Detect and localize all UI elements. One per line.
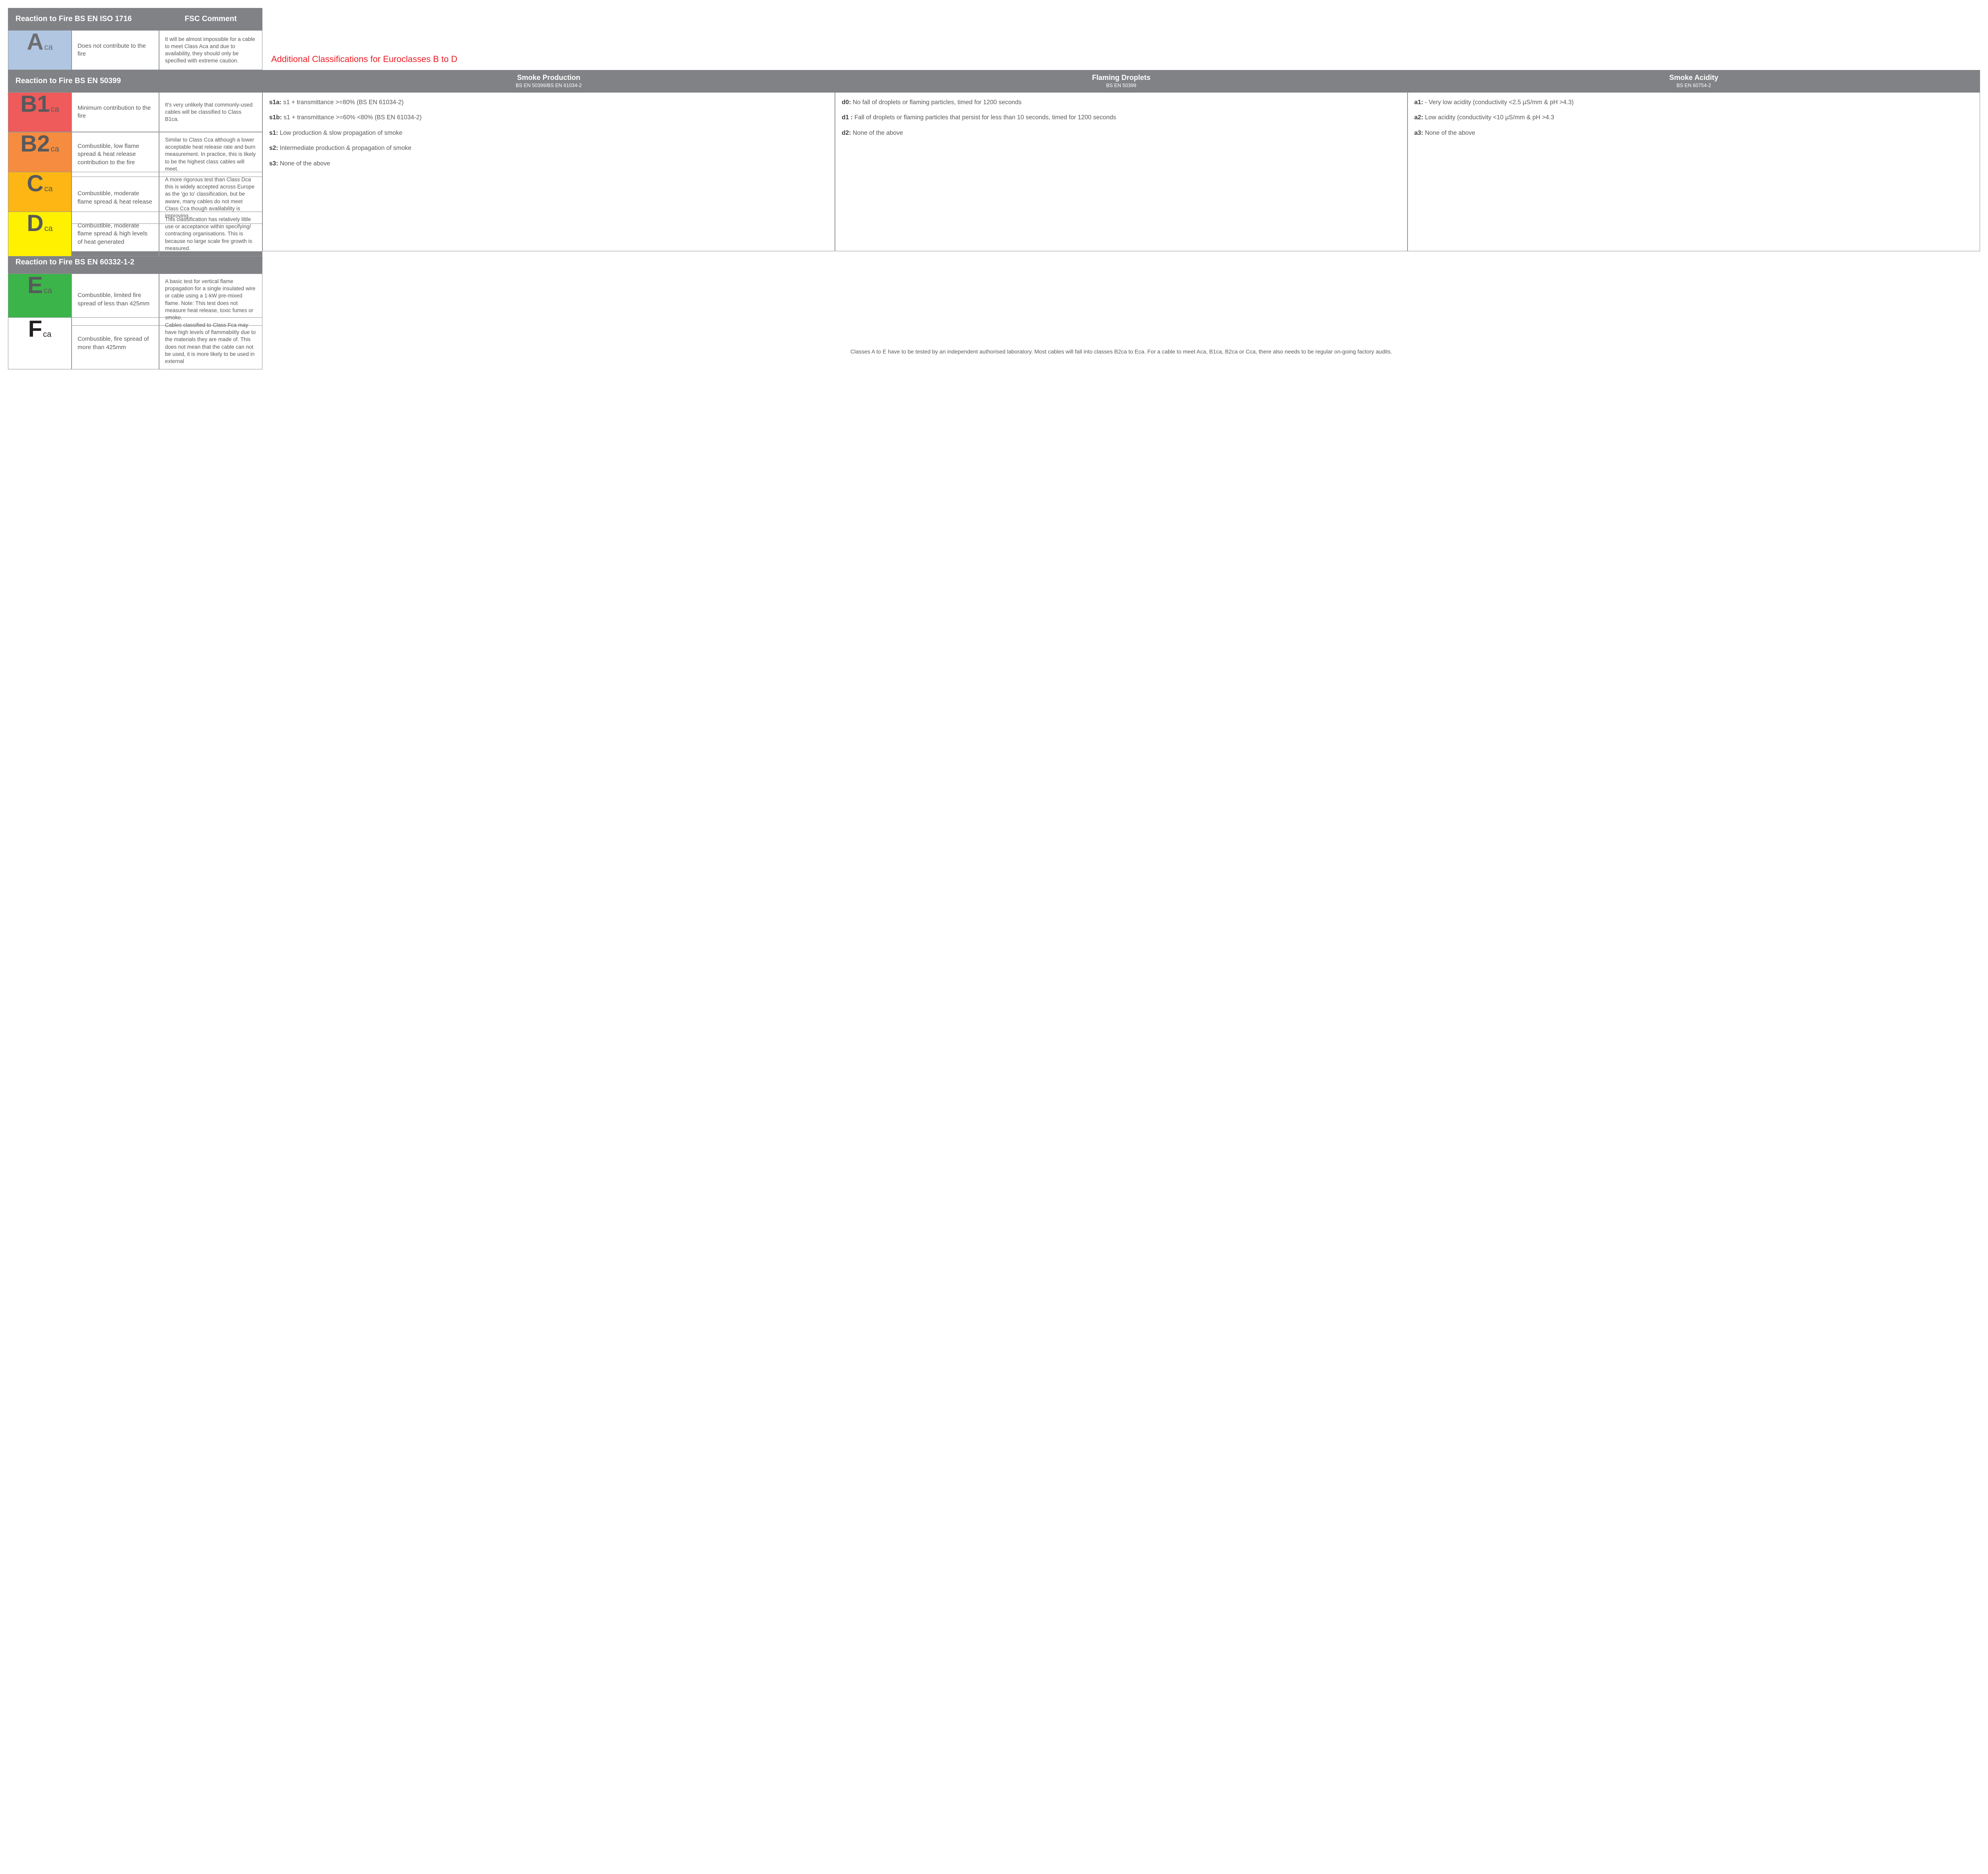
col-flaming-droplets: Flaming Droplets BS EN 50399 xyxy=(835,70,1408,93)
class-description: Does not contribute to the fire xyxy=(72,30,159,70)
additional-classifications-title: Additional Classifications for Euroclass… xyxy=(262,30,1980,70)
class-description: Combustible, fire spread of more than 42… xyxy=(72,317,159,369)
class-chip-A: Aca xyxy=(8,30,72,70)
section1-comment-title: FSC Comment xyxy=(159,8,262,30)
section1-title: Reaction to Fire BS EN ISO 1716 xyxy=(8,8,159,30)
class-row: FcaCombustible, fire spread of more than… xyxy=(8,317,262,361)
class-comment: Similar to Class Cca although a lower ac… xyxy=(159,132,262,177)
smoke-acidity-body: a1: - Very low acidity (conductivity <2.… xyxy=(1408,92,1980,251)
class-row: B2caCombustible, low flame spread & heat… xyxy=(8,132,262,172)
class-comment: Cables classified to Class Fca may have … xyxy=(159,317,262,369)
class-comment: This classification has relatively littl… xyxy=(159,212,262,256)
class-description: Combustible, moderate flame spread & hig… xyxy=(72,212,159,256)
left-column: Reaction to Fire BS EN ISO 1716 FSC Comm… xyxy=(8,8,262,361)
col-smoke-production: Smoke Production BS EN 50399/BS EN 61034… xyxy=(262,70,835,93)
class-comment: It will be almost impossible for a cable… xyxy=(159,30,262,70)
flaming-droplets-body: d0: No fall of droplets or flaming parti… xyxy=(835,92,1408,251)
section2-title: Reaction to Fire BS EN 50399 xyxy=(8,70,262,92)
class-row: EcaCombustible, limited fire spread of l… xyxy=(8,274,262,317)
col-smoke-acidity: Smoke Acidity BS EN 60754-2 xyxy=(1408,70,1980,93)
smoke-production-body: s1a: s1 + transmittance >=80% (BS EN 610… xyxy=(262,92,835,251)
right-headers: Smoke Production BS EN 50399/BS EN 61034… xyxy=(262,70,1980,92)
class-description: Combustible, low flame spread & heat rel… xyxy=(72,132,159,177)
class-row: B1caMinimum contribution to the fireIt's… xyxy=(8,92,262,132)
class-chip-B1: B1ca xyxy=(8,92,72,132)
class-row: CcaCombustible, moderate flame spread & … xyxy=(8,172,262,212)
footnote: Classes A to E have to be tested by an i… xyxy=(262,342,1980,361)
right-body-row: s1a: s1 + transmittance >=80% (BS EN 610… xyxy=(262,92,1980,251)
class-chip-D: Dca xyxy=(8,212,72,256)
class-description: Minimum contribution to the fire xyxy=(72,92,159,132)
right-panel: Smoke Production BS EN 50399/BS EN 61034… xyxy=(262,70,1980,342)
class-row: DcaCombustible, moderate flame spread & … xyxy=(8,212,262,251)
euroclass-table: Reaction to Fire BS EN ISO 1716 FSC Comm… xyxy=(8,8,1980,361)
class-comment: It's very unlikely that commonly-used ca… xyxy=(159,92,262,132)
section1-header: Reaction to Fire BS EN ISO 1716 FSC Comm… xyxy=(8,8,262,30)
class-row: AcaDoes not contribute to the fireIt wil… xyxy=(8,30,262,70)
right-column: Additional Classifications for Euroclass… xyxy=(262,8,1980,361)
class-chip-F: Fca xyxy=(8,317,72,369)
